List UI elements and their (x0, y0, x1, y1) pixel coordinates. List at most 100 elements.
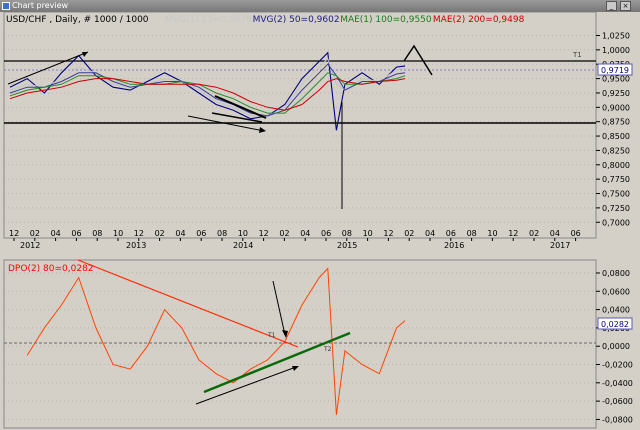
price-legend-item: MAE(1) 100=0,9550 (340, 15, 432, 25)
price-y-tick-label: 0,7750 (602, 175, 630, 184)
falling-wedge-base (211, 112, 263, 123)
month-label: 04 (300, 229, 310, 238)
month-label: 12 (134, 229, 144, 238)
month-label: 02 (529, 229, 539, 238)
minimize-button[interactable]: _ (606, 1, 617, 11)
price-y-tick-label: 0,8500 (602, 132, 630, 141)
month-label: 12 (259, 229, 269, 238)
month-label: 06 (571, 229, 581, 238)
dpo-series (26, 267, 406, 415)
month-label: 08 (217, 229, 227, 238)
month-label: 02 (30, 229, 40, 238)
chart-canvas: T1 USD/CHF , Daily, # 1000 / 1000 MVG(1) … (3, 12, 633, 429)
price-y-tick-label: 0,9500 (602, 75, 630, 84)
dpo-current-value: 0,0282 (601, 320, 629, 329)
price-grid (4, 34, 596, 223)
price-current-value: 0,9719 (601, 66, 629, 75)
mae2-line (9, 78, 406, 111)
dpo-y-tick-label: 0,0600 (602, 287, 630, 296)
dpo-arrow-2-head (282, 330, 288, 338)
dpo-t1-label: T1 (267, 332, 276, 339)
time-axis: 12 02 04 06 08 10 12 02 04 06 08 10 12 02 04 06 08 10 12 02… (9, 229, 581, 250)
dpo-line (26, 267, 406, 415)
dpo-panel-frame (3, 259, 597, 429)
month-label: 10 (487, 229, 497, 238)
dpo-y-tick-label: -0,0600 (602, 397, 633, 406)
dpo-y-axis: 0,08000,06000,04000,02000,0000-0,0200-0,… (596, 269, 633, 424)
price-y-axis: 1,02501,00000,97500,95000,92500,90000,87… (596, 31, 630, 227)
price-y-tick-label: 1,0000 (602, 46, 630, 55)
month-label: 08 (92, 229, 102, 238)
year-label: 2016 (444, 241, 464, 250)
price-y-tick-label: 0,8750 (602, 118, 630, 127)
trend-arrow-2-head (259, 127, 266, 133)
dpo-y-tick-label: -0,0800 (602, 415, 633, 424)
month-label: 04 (425, 229, 435, 238)
dpo-y-tick-label: 0,0800 (602, 269, 630, 278)
month-label: 12 (508, 229, 518, 238)
month-label: 04 (51, 229, 61, 238)
dpo-arrow-1-head (292, 366, 299, 371)
dpo-t2-label: T2 (323, 346, 332, 353)
dpo-arrow-1 (195, 366, 297, 405)
price-line (9, 51, 406, 131)
trend-arrow-2 (187, 115, 265, 132)
price-legend-item: USD/CHF , Daily, # 1000 / 1000 (6, 15, 149, 25)
price-y-tick-label: 1,0250 (602, 31, 630, 40)
year-label: 2013 (126, 241, 146, 250)
projection-path (403, 44, 433, 76)
price-legend-item: MAE(2) 200=0,9498 (433, 15, 525, 25)
mae1-line (9, 72, 406, 114)
dpo-y-tick-label: 0,0000 (602, 342, 630, 351)
price-legend-item: MVG(1) 23=0,9678 (165, 15, 252, 25)
month-label: 06 (196, 229, 206, 238)
t1-label: T1 (572, 51, 582, 59)
dpo-y-tick-label: -0,0200 (602, 361, 633, 370)
dpo-legend: DPO(2) 80=0,0282 (8, 264, 94, 274)
year-label: 2017 (550, 241, 570, 250)
close-button[interactable]: × (620, 1, 631, 11)
month-label: 02 (155, 229, 165, 238)
price-panel-frame (3, 12, 597, 239)
price-legend-item: MVG(2) 50=0,9602 (253, 15, 340, 25)
price-y-tick-label: 0,7000 (602, 218, 630, 227)
month-label: 12 (383, 229, 393, 238)
price-current-badge (597, 63, 633, 76)
falling-wedge-line (214, 95, 267, 119)
price-series (9, 51, 406, 131)
month-label: 08 (467, 229, 477, 238)
month-label: 06 (321, 229, 331, 238)
price-y-tick-label: 0,8250 (602, 146, 630, 155)
trend-arrow-1-head (82, 52, 88, 57)
app-icon (2, 2, 10, 10)
dpo-uptrend-line (203, 331, 351, 394)
month-label: 04 (175, 229, 185, 238)
price-legend: USD/CHF , Daily, # 1000 / 1000 MVG(1) 23=… (6, 15, 525, 25)
year-label: 2015 (337, 241, 357, 250)
mvg2-line (9, 63, 406, 117)
month-label: 12 (9, 229, 19, 238)
price-y-tick-label: 0,9250 (602, 89, 630, 98)
dpo-annotations: T1 T2 (77, 259, 351, 405)
dpo-arrow-2 (272, 280, 286, 336)
price-y-tick-label: 0,7250 (602, 204, 630, 213)
dpo-downtrend-line (77, 259, 299, 348)
month-label: 10 (238, 229, 248, 238)
dpo-current-badge (597, 317, 633, 330)
price-y-tick-label: 0,9000 (602, 103, 630, 112)
mvg1-line (9, 57, 406, 117)
month-label: 10 (113, 229, 123, 238)
trend-arrow-1 (7, 51, 89, 85)
year-label: 2012 (20, 241, 40, 250)
month-label: 06 (71, 229, 81, 238)
month-label: 10 (363, 229, 373, 238)
price-y-tick-label: 0,7500 (602, 190, 630, 199)
price-y-tick-label: 0,8000 (602, 161, 630, 170)
month-label: 02 (404, 229, 414, 238)
month-label: 08 (342, 229, 352, 238)
month-label: 04 (550, 229, 560, 238)
year-label: 2014 (233, 241, 253, 250)
window-titlebar: Chart preview _ × (0, 0, 640, 12)
month-label: 02 (279, 229, 289, 238)
window-title: Chart preview (12, 1, 69, 10)
